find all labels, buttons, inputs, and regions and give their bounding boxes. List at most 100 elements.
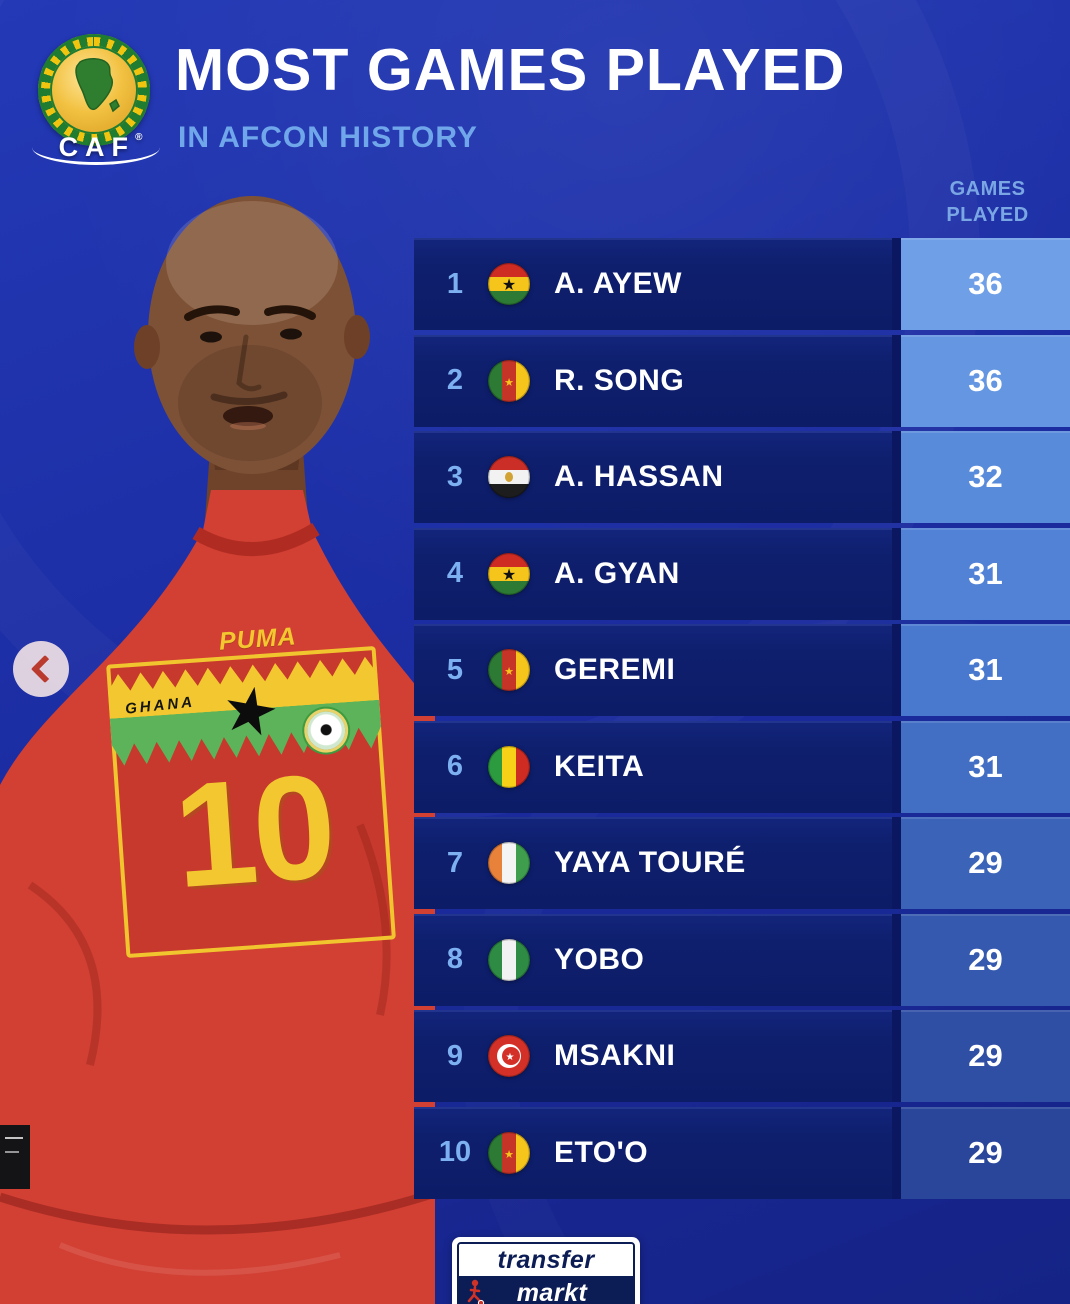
ghana-flag-icon: ★ bbox=[487, 552, 531, 595]
player-name: ETO'O bbox=[554, 1135, 649, 1169]
player-cell: 8 YOBO bbox=[414, 913, 892, 1006]
cell-gap bbox=[892, 238, 901, 330]
games-played-value: 32 bbox=[901, 431, 1070, 523]
games-played-value: 36 bbox=[901, 334, 1070, 427]
jersey-number: 10 bbox=[169, 743, 337, 920]
cameroon-flag-icon: ★ bbox=[487, 359, 531, 402]
registered-mark: ® bbox=[135, 132, 143, 143]
svg-text:★: ★ bbox=[504, 1149, 514, 1161]
tunisia-flag-icon: ★ bbox=[487, 1034, 531, 1078]
games-played-value: 29 bbox=[901, 913, 1070, 1006]
page-subtitle: IN AFCON HISTORY bbox=[178, 121, 478, 154]
ghana-black-star-icon: ★ bbox=[215, 670, 285, 752]
transfermarkt-wordmark-top: transfer bbox=[459, 1244, 633, 1276]
cell-gap bbox=[892, 720, 901, 813]
ghana-flag-icon: ★ bbox=[487, 262, 531, 306]
rank-number: 2 bbox=[446, 364, 464, 396]
player-name: YAYA TOURÉ bbox=[554, 846, 746, 879]
games-played-value: 29 bbox=[901, 817, 1070, 909]
table-row: 3 A. HASSAN 32 bbox=[414, 431, 1070, 523]
rank-number: 7 bbox=[446, 846, 464, 879]
caf-logo: CAF® bbox=[30, 34, 164, 165]
games-played-value: 31 bbox=[901, 624, 1070, 716]
transfermarkt-markt-text: markt bbox=[516, 1279, 588, 1304]
jersey-badge-panel: GHANA ★ 10 bbox=[106, 645, 396, 959]
table-row: 2 ★ R. SONG 36 bbox=[414, 334, 1070, 427]
caf-underline-arc bbox=[32, 130, 160, 165]
player-cell: 1 ★ A. AYEW bbox=[414, 238, 892, 330]
rank-number: 10 bbox=[438, 1136, 472, 1168]
player-name: A. AYEW bbox=[554, 267, 682, 300]
table-row: 1 ★ A. AYEW 36 bbox=[414, 238, 1070, 330]
column-header-line2: PLAYED bbox=[946, 204, 1029, 226]
transfermarkt-logo-inner: transfer markt bbox=[457, 1242, 635, 1304]
player-cell: 4 ★ A. GYAN bbox=[414, 527, 892, 620]
transfermarkt-logo: transfer markt bbox=[452, 1237, 640, 1304]
transfermarkt-wordmark-bottom: markt bbox=[459, 1276, 633, 1304]
cameroon-flag-icon: ★ bbox=[487, 648, 531, 692]
table-row: 4 ★ A. GYAN 31 bbox=[414, 527, 1070, 620]
player-name: MSAKNI bbox=[554, 1039, 676, 1072]
svg-text:★: ★ bbox=[504, 377, 514, 389]
player-name: A. GYAN bbox=[554, 556, 680, 590]
player-cell: 3 A. HASSAN bbox=[414, 431, 892, 523]
table-row: 8 YOBO 29 bbox=[414, 913, 1070, 1006]
rank-number: 3 bbox=[446, 460, 464, 493]
player-name: GEREMI bbox=[554, 653, 676, 686]
games-played-column-header: GAMES PLAYED bbox=[905, 176, 1070, 228]
rank-number: 1 bbox=[446, 267, 464, 300]
mali-flag-icon bbox=[487, 745, 531, 788]
ivory-coast-flag-icon bbox=[487, 841, 531, 885]
player-cell: 2 ★ R. SONG bbox=[414, 334, 892, 427]
player-cell: 9 ★ MSAKNI bbox=[414, 1010, 892, 1102]
rank-number: 8 bbox=[446, 943, 464, 975]
rank-number: 5 bbox=[446, 653, 464, 686]
games-played-value: 36 bbox=[901, 238, 1070, 330]
cameroon-flag-icon: ★ bbox=[487, 1131, 531, 1174]
transfermarkt-player-icon bbox=[467, 1279, 485, 1304]
nigeria-flag-icon bbox=[487, 938, 531, 981]
svg-text:★: ★ bbox=[504, 666, 514, 678]
svg-text:★: ★ bbox=[506, 1052, 515, 1063]
table-row: 9 ★ MSAKNI 29 bbox=[414, 1010, 1070, 1102]
games-played-value: 31 bbox=[901, 527, 1070, 620]
games-played-value: 29 bbox=[901, 1010, 1070, 1102]
page-title: MOST GAMES PLAYED bbox=[175, 37, 846, 103]
cell-gap bbox=[892, 1010, 901, 1102]
rank-number: 4 bbox=[446, 557, 464, 589]
player-name: KEITA bbox=[554, 749, 645, 783]
column-header-line1: GAMES bbox=[949, 178, 1026, 200]
rank-number: 9 bbox=[446, 1039, 464, 1072]
table-row: 10 ★ ETO'O 29 bbox=[414, 1106, 1070, 1199]
chevron-left-icon bbox=[30, 654, 60, 684]
caf-logo-text: CAF® bbox=[30, 132, 164, 163]
player-name: R. SONG bbox=[554, 363, 685, 397]
cell-gap bbox=[892, 913, 901, 1006]
games-played-value: 29 bbox=[901, 1106, 1070, 1199]
cell-gap bbox=[892, 431, 901, 523]
carousel-prev-button[interactable] bbox=[13, 641, 69, 697]
cell-gap bbox=[892, 527, 901, 620]
africa-map-icon bbox=[75, 58, 120, 113]
ranking-table: 1 ★ A. AYEW 36 2 ★ R. SONG 36 3 A. HASSA… bbox=[414, 238, 1070, 1203]
player-cell: 6 KEITA bbox=[414, 720, 892, 813]
svg-text:★: ★ bbox=[502, 567, 516, 584]
caf-wordmark: CAF bbox=[58, 132, 136, 162]
table-row: 6 KEITA 31 bbox=[414, 720, 1070, 813]
player-cell: 10 ★ ETO'O bbox=[414, 1106, 892, 1199]
player-cell: 7 YAYA TOURÉ bbox=[414, 817, 892, 909]
svg-text:★: ★ bbox=[502, 277, 516, 294]
table-row: 5 ★ GEREMI 31 bbox=[414, 624, 1070, 716]
player-cell: 5 ★ GEREMI bbox=[414, 624, 892, 716]
player-name: YOBO bbox=[554, 942, 645, 976]
table-row: 7 YAYA TOURÉ 29 bbox=[414, 817, 1070, 909]
cell-gap bbox=[892, 1106, 901, 1199]
rank-number: 6 bbox=[446, 750, 464, 782]
cell-gap bbox=[892, 817, 901, 909]
player-name: A. HASSAN bbox=[554, 460, 724, 493]
egypt-flag-icon bbox=[487, 455, 531, 499]
cell-gap bbox=[892, 334, 901, 427]
games-played-value: 31 bbox=[901, 720, 1070, 813]
cell-gap bbox=[892, 624, 901, 716]
